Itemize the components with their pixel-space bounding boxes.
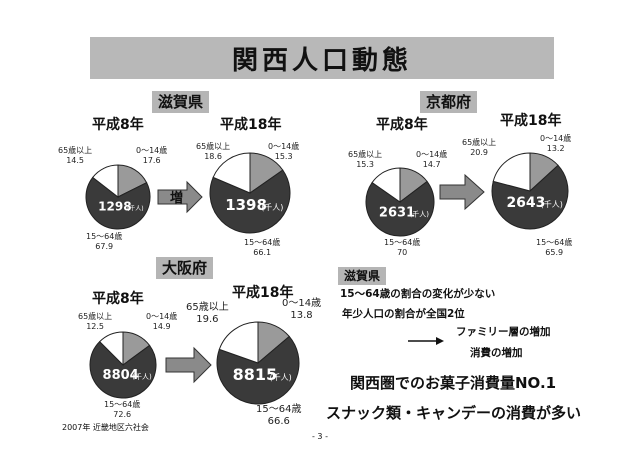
pie-total: 8815 [233, 365, 278, 384]
year-label: 平成18年 [232, 285, 294, 301]
year-label: 平成8年 [92, 291, 144, 307]
pie-total-unit: (千人) [541, 199, 563, 209]
pie-label-old: 65歳以上 14.5 [58, 146, 93, 165]
page-number: - 3 - [312, 432, 328, 441]
pie-label-old: 65歳以上 15.3 [348, 150, 383, 169]
pie-label-old: 65歳以上 18.6 [196, 142, 231, 161]
pie-label-working: 15～64歳 66.6 [256, 404, 302, 427]
note-line: 15～64歳の割合の変化が少ない [340, 288, 496, 300]
pie-label-young: 0～14歳 13.8 [282, 298, 322, 321]
pie-total-unit: (千人) [261, 202, 283, 212]
pie-slice-old [212, 152, 251, 194]
notes-heading: 滋賀県 [338, 267, 387, 285]
region-label-kyoto: 京都府 [420, 91, 478, 113]
pie-label-working: 15～64歳 70 [384, 238, 421, 257]
pie-total: 1398 [225, 196, 267, 214]
pie-label-young: 0～14歳 13.2 [540, 134, 572, 153]
year-label: 平成18年 [220, 117, 282, 133]
pie-slice-working [365, 180, 435, 237]
pie-label-working: 15～64歳 66.1 [244, 238, 281, 257]
pie-total: 2643 [506, 195, 545, 211]
pie-total-unit: (千人) [269, 372, 291, 382]
year-label: 平成8年 [92, 117, 144, 133]
pie-label-old: 65歳以上 19.6 [186, 302, 229, 325]
transition-arrow [439, 173, 485, 211]
source-note: 2007年 近畿地区六社会 [62, 423, 149, 432]
pie-total: 1298 [98, 199, 131, 213]
pie-label-old: 65歳以上 20.9 [462, 138, 497, 157]
increase-label: 増 [170, 190, 183, 206]
pie-slice-old [492, 152, 531, 192]
note-arrow-line1: ファミリー層の増加 [456, 326, 551, 338]
pie-label-young: 0～14歳 14.9 [146, 312, 178, 331]
note-line: 年少人口の割合が全国2位 [342, 308, 465, 320]
pie-label-young: 0～14歳 15.3 [268, 142, 300, 161]
pie-label-old: 65歳以上 12.5 [78, 312, 113, 331]
pie-label-working: 15～64歳 65.9 [536, 238, 573, 257]
pie-total: 2631 [379, 205, 415, 220]
pie-label-young: 0～14歳 17.6 [136, 146, 168, 165]
note-arrow-line2: 消費の増加 [470, 347, 523, 359]
pie-slice-working [491, 164, 569, 230]
year-label: 平成18年 [500, 113, 562, 129]
pie-slice-working [209, 169, 291, 234]
pie-label-working: 15～64歳 67.9 [86, 232, 123, 251]
pie-label-young: 0～14歳 14.7 [416, 150, 448, 169]
region-label-osaka: 大阪府 [156, 257, 214, 279]
pie-slice-working [89, 340, 157, 399]
pie-total-unit: (千人) [127, 204, 144, 212]
pie-label-working: 15～64歳 72.6 [104, 400, 141, 419]
page-title: 関西人口動態 [90, 37, 554, 79]
highlight-line: スナック類・キャンデーの消費が多い [326, 404, 582, 422]
transition-arrow [165, 346, 212, 384]
year-label: 平成8年 [376, 117, 428, 133]
pie-slice-old [98, 331, 124, 367]
pie-slice-working [85, 176, 151, 230]
increase-arrow: 増 [157, 180, 203, 214]
pie-slice-working [216, 335, 300, 405]
pie-slice-old [218, 321, 259, 364]
pie-slice-old [371, 167, 401, 203]
pie-total-unit: (千人) [410, 209, 430, 218]
pie-total: 8804 [103, 368, 139, 383]
note-arrow [408, 337, 444, 345]
region-label-shiga: 滋賀県 [152, 91, 210, 113]
highlight-line: 関西圏でのお菓子消費量NO.1 [350, 374, 557, 392]
pie-slice-old [92, 164, 119, 199]
pie-total-unit: (千人) [132, 372, 152, 381]
